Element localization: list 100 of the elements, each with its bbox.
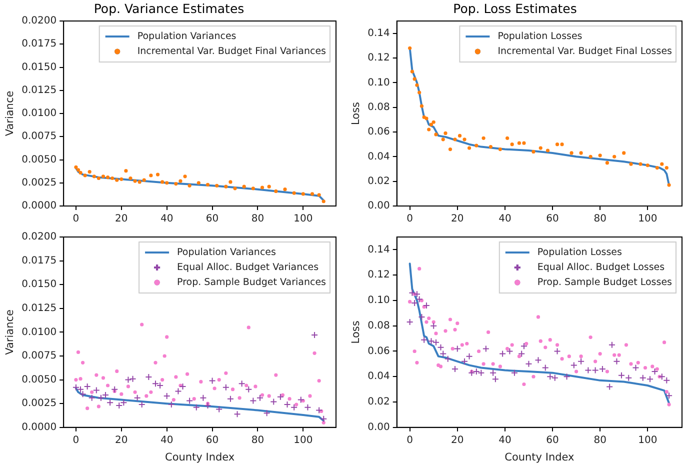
point: [172, 398, 176, 402]
point: [267, 184, 271, 188]
point: [246, 326, 250, 330]
x-tick-label: 20: [451, 214, 464, 225]
y-tick-label: 0.08: [368, 320, 390, 332]
point: [101, 376, 106, 380]
point: [461, 358, 468, 365]
y-tick-label: 0.12: [368, 52, 390, 64]
point: [215, 184, 219, 188]
y-tick-label: 0.06: [368, 126, 390, 138]
point: [578, 358, 585, 365]
point: [317, 378, 321, 383]
point: [276, 393, 284, 400]
chart-title: Pop. Variance Estimates: [94, 0, 244, 16]
y-tick-label: 0.0150: [22, 62, 57, 73]
point: [454, 345, 461, 352]
point: [106, 384, 110, 388]
point: [453, 138, 457, 142]
x-tick-label: 40: [160, 434, 174, 446]
point: [655, 367, 659, 371]
point: [270, 398, 278, 406]
point: [506, 346, 510, 350]
point: [294, 402, 298, 406]
point: [410, 70, 414, 74]
point: [636, 360, 640, 364]
point: [317, 193, 321, 197]
point: [186, 372, 190, 376]
point: [482, 345, 490, 352]
point: [424, 116, 428, 120]
point: [650, 364, 654, 368]
point: [88, 394, 96, 402]
point: [408, 300, 412, 304]
point: [316, 406, 323, 414]
point: [222, 384, 230, 391]
point: [163, 392, 170, 400]
point: [418, 313, 426, 320]
point: [532, 150, 536, 154]
y-axis-title: Loss: [350, 102, 362, 126]
point: [115, 369, 119, 374]
x-axis-title: County Index: [164, 451, 235, 464]
point: [456, 322, 460, 326]
point: [238, 396, 242, 400]
point: [452, 366, 459, 373]
y-tick-label: 0.0100: [22, 108, 57, 120]
point: [124, 169, 128, 173]
point: [664, 166, 668, 170]
point: [639, 374, 646, 382]
point: [524, 342, 528, 346]
point: [144, 394, 148, 398]
legend-label: Population Variances: [177, 246, 276, 258]
point: [292, 191, 296, 195]
point: [542, 364, 549, 372]
point: [129, 375, 136, 382]
point: [546, 148, 550, 152]
point: [491, 362, 495, 366]
point: [465, 342, 469, 346]
y-tick-label: 0.0125: [22, 84, 57, 96]
point: [183, 174, 187, 178]
y-tick-label: 0.0000: [22, 422, 57, 433]
y-tick-label: 0.14: [368, 28, 390, 39]
point: [411, 300, 418, 307]
point: [274, 189, 278, 193]
y-axis-title: Variance: [4, 310, 16, 355]
x-axis-title: County Index: [504, 451, 574, 464]
point: [267, 394, 271, 398]
point: [434, 132, 438, 136]
point: [140, 322, 144, 326]
x-tick-label: 40: [160, 214, 174, 225]
point: [458, 134, 462, 138]
point: [408, 46, 412, 50]
point: [434, 332, 438, 336]
point: [78, 170, 82, 174]
point: [415, 83, 419, 87]
point: [588, 335, 592, 340]
x-tick-label: 80: [594, 214, 606, 225]
point: [179, 382, 186, 390]
point: [498, 147, 502, 152]
point: [192, 397, 196, 401]
point: [242, 184, 246, 188]
point: [667, 183, 671, 187]
point: [115, 178, 119, 182]
y-tick-label: 0.10: [368, 295, 390, 306]
y-tick-label: 0.02: [368, 176, 390, 187]
point: [588, 154, 592, 158]
y-tick-label: 0.04: [368, 371, 390, 382]
point: [664, 390, 668, 394]
x-tick-label: 80: [251, 214, 264, 225]
point: [102, 392, 110, 399]
point: [133, 390, 137, 394]
point: [660, 162, 664, 166]
point: [188, 184, 192, 188]
y-tick-label: 0.08: [368, 102, 390, 113]
legend-label: Population Variances: [137, 30, 236, 42]
point: [206, 182, 210, 187]
y-tick-label: 0.0075: [22, 131, 57, 142]
point: [94, 373, 98, 377]
point: [290, 404, 298, 411]
point: [444, 329, 448, 333]
point: [260, 186, 264, 190]
point: [598, 366, 606, 373]
